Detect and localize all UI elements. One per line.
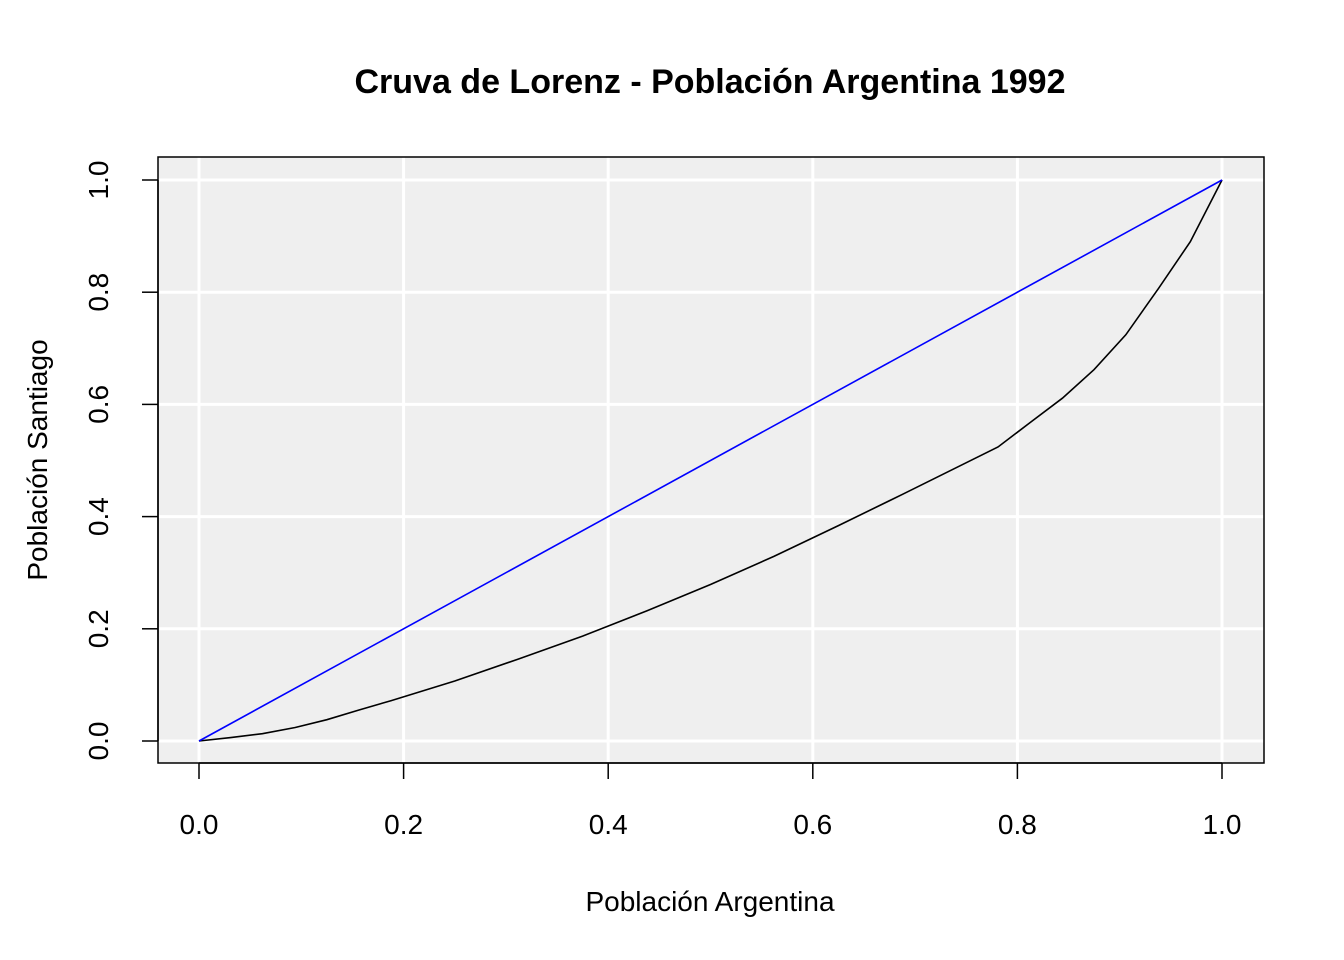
x-tick-label-3: 0.6 <box>793 809 832 840</box>
grid-lines <box>158 157 1264 763</box>
series-line-0 <box>198 179 1223 742</box>
chart-title: Cruva de Lorenz - Población Argentina 19… <box>354 63 1065 101</box>
series-line-1 <box>198 179 1223 742</box>
x-tick-label-2: 0.4 <box>589 809 628 840</box>
y-tick-label-2: 0.4 <box>83 497 114 536</box>
y-axis-label: Población Santiago <box>22 339 53 580</box>
x-tick-label-5: 1.0 <box>1203 809 1242 840</box>
y-axis: 0.0 0.2 0.4 0.6 0.8 1.0 <box>83 161 159 761</box>
y-tick-label-1: 0.2 <box>83 609 114 648</box>
y-tick-label-5: 1.0 <box>83 161 114 200</box>
x-tick-label-1: 0.2 <box>384 809 423 840</box>
series-layer <box>198 179 1223 742</box>
x-axis: 0.0 0.2 0.4 0.6 0.8 1.0 <box>180 762 1242 840</box>
x-tick-label-4: 0.8 <box>998 809 1037 840</box>
y-tick-label-3: 0.6 <box>83 385 114 424</box>
x-axis-label: Población Argentina <box>585 886 835 917</box>
y-tick-label-0: 0.0 <box>83 722 114 761</box>
x-tick-label-0: 0.0 <box>180 809 219 840</box>
y-tick-label-4: 0.8 <box>83 273 114 312</box>
